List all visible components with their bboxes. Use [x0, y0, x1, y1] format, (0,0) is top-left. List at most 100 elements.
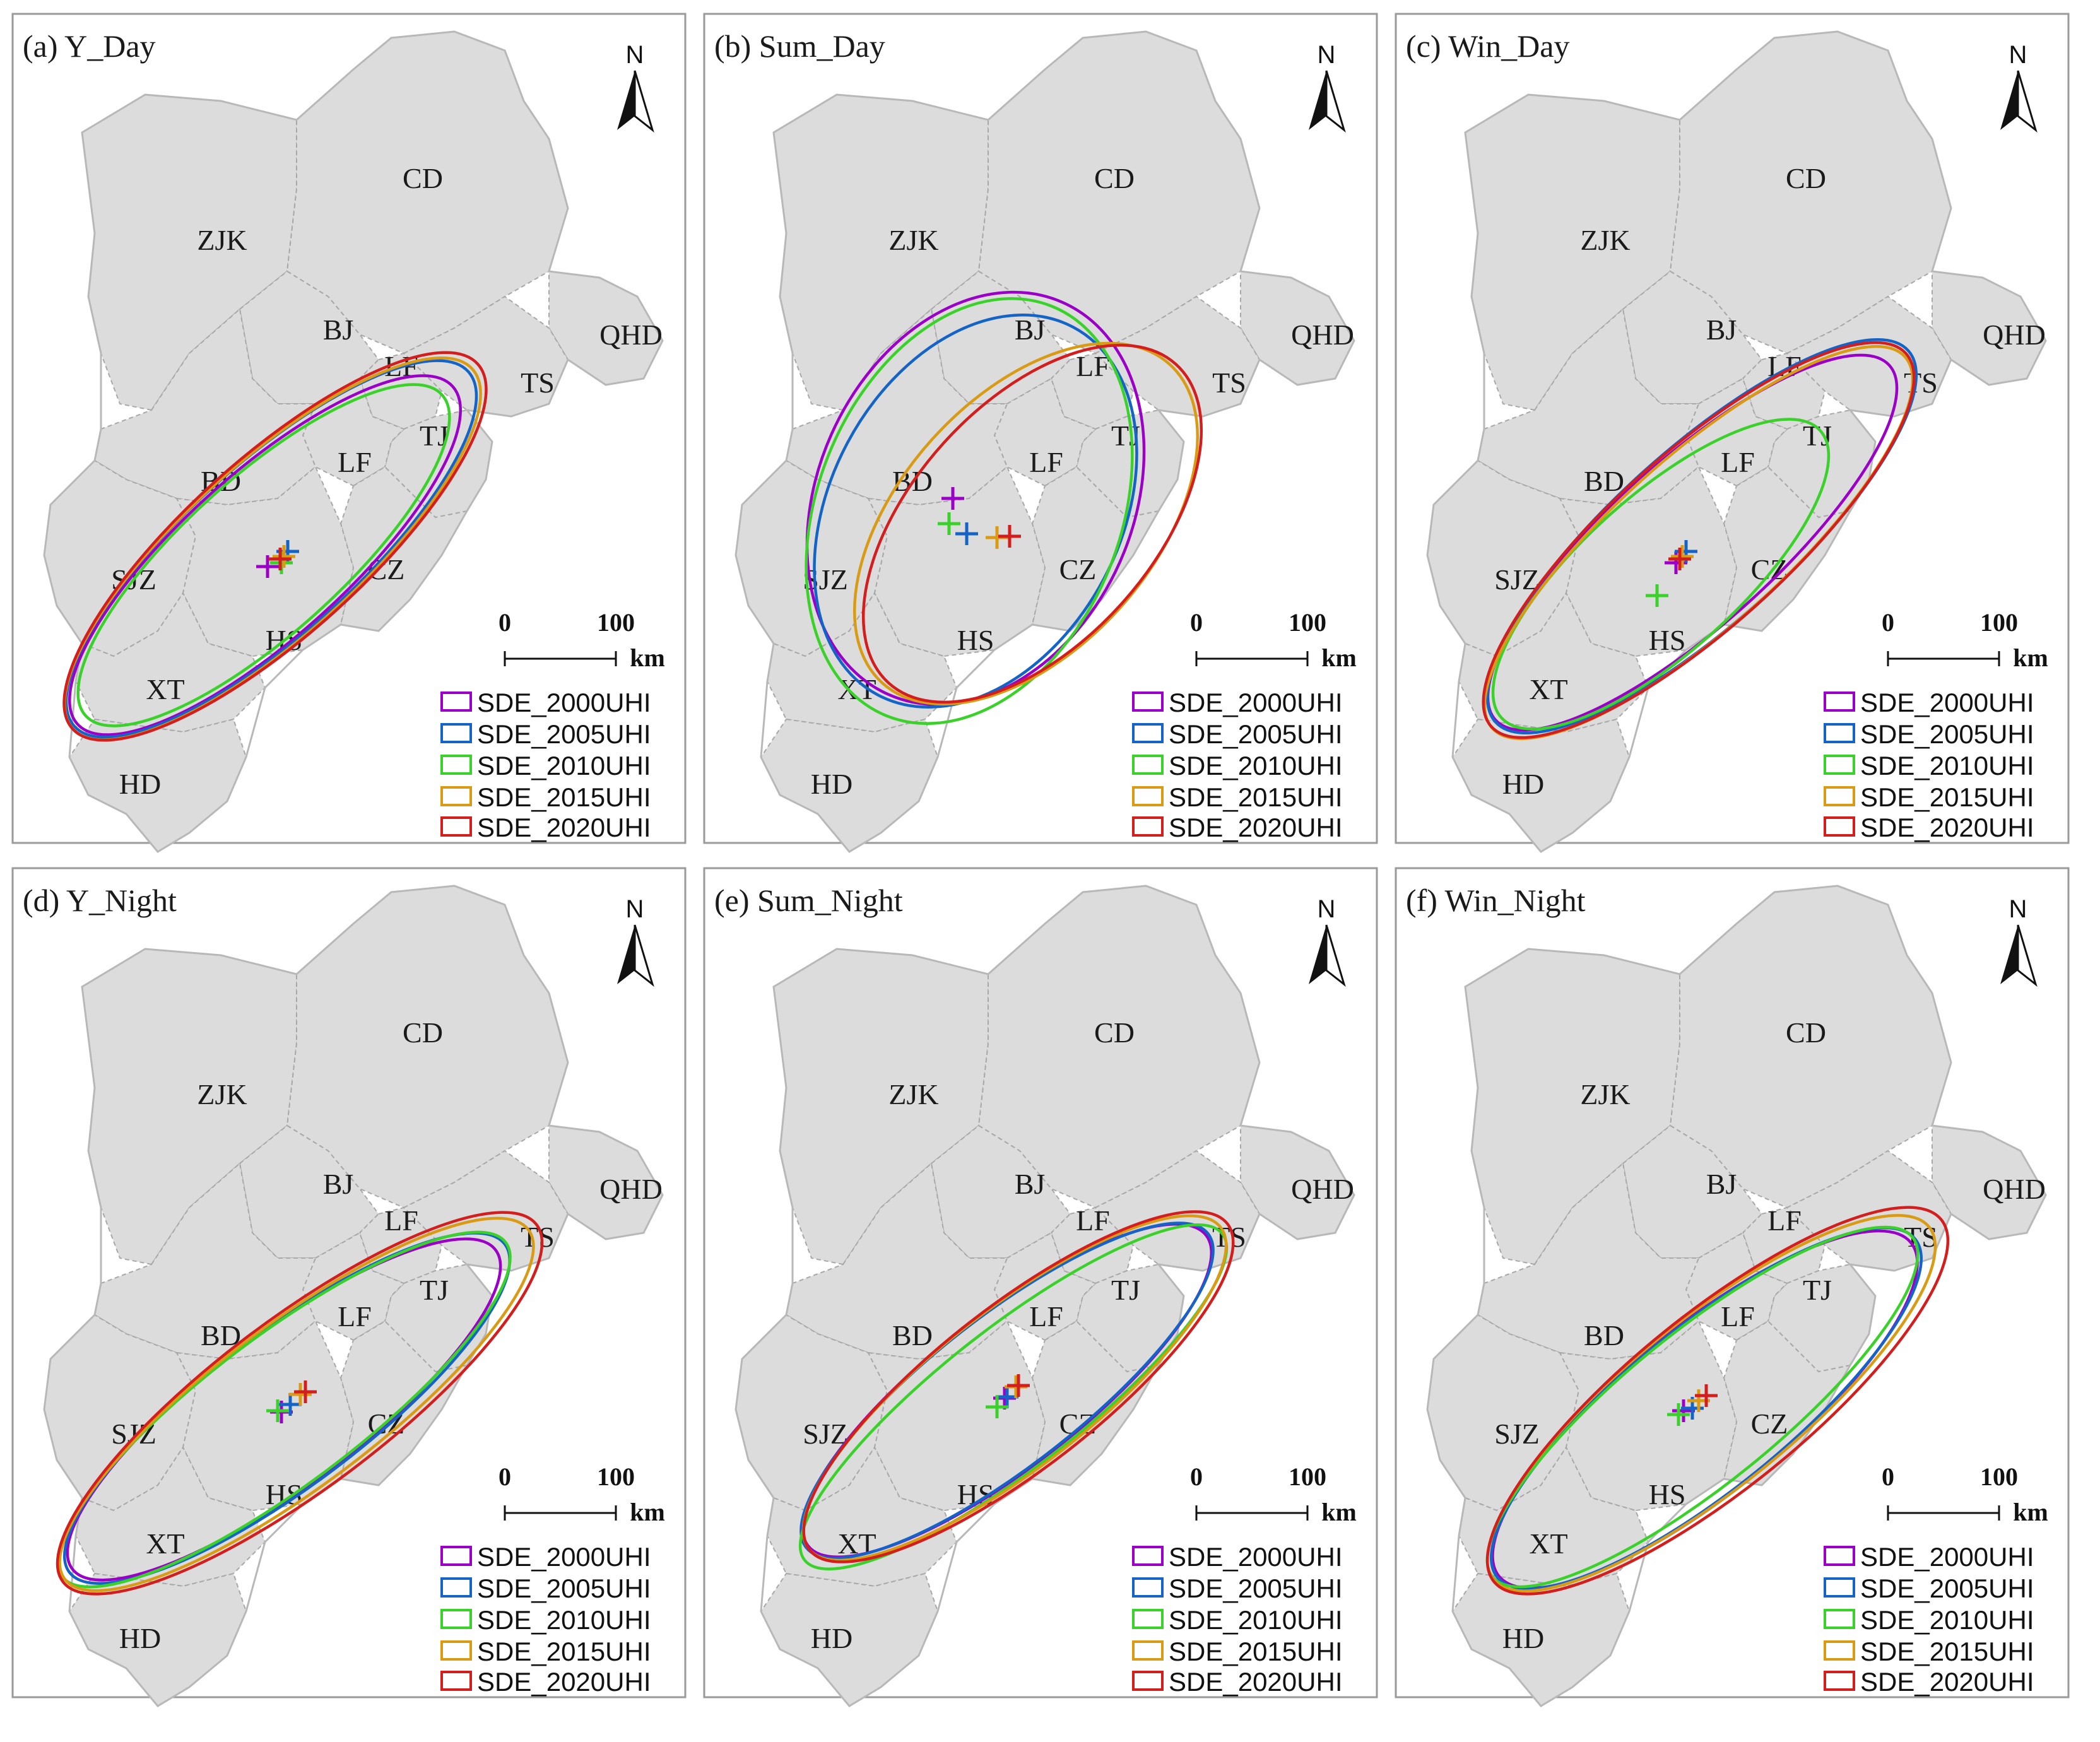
legend-item: SDE_2005UHI	[1132, 1574, 1342, 1603]
city-label-hd: HD	[1502, 768, 1544, 800]
sde-ellipse-sde-2010uhi	[798, 1223, 1229, 1570]
legend-label: SDE_2020UHI	[477, 813, 651, 842]
scale-end-label: 100	[597, 1462, 635, 1491]
north-arrow: N	[1309, 41, 1346, 133]
legend-label: SDE_2010UHI	[477, 751, 651, 780]
legend-item: SDE_2015UHI	[440, 782, 651, 812]
legend-label: SDE_2000UHI	[477, 688, 651, 717]
legend-swatch	[1132, 723, 1164, 743]
region-outline	[1426, 30, 2047, 853]
region-bj	[239, 1124, 380, 1259]
legend-swatch	[440, 1577, 472, 1598]
scale-bar: 0 100 km	[1882, 1462, 2048, 1526]
city-label-ts: TS	[521, 367, 555, 399]
region-bj	[239, 270, 380, 404]
north-label: N	[626, 895, 644, 923]
legend: SDE_2000UHISDE_2005UHISDE_2010UHISDE_201…	[1132, 1542, 1342, 1697]
mean-center-4	[998, 525, 1021, 548]
region-bd	[785, 1162, 1008, 1360]
legend-swatch	[440, 1609, 472, 1629]
mean-center-1	[279, 1393, 302, 1416]
panel-title: (f) Win_Night	[1406, 883, 1586, 918]
city-label-tj: TJ	[420, 1274, 449, 1306]
region-lf	[993, 377, 1097, 487]
city-label-cd: CD	[403, 162, 443, 194]
north-arrow: N	[1309, 895, 1346, 987]
scale-end-label: 100	[1289, 1462, 1326, 1491]
legend-swatch	[440, 786, 472, 806]
city-label-lf: LF	[1029, 446, 1063, 478]
mean-centers	[1646, 540, 1697, 607]
scale-unit-label: km	[2013, 1498, 2048, 1526]
scale-start-label: 0	[1882, 1462, 1894, 1491]
legend-swatch	[440, 1546, 472, 1566]
legend-label: SDE_2005UHI	[1169, 719, 1342, 749]
city-label-hd: HD	[811, 1622, 852, 1654]
scale-unit-label: km	[1321, 644, 1357, 672]
legend-label: SDE_2000UHI	[1860, 688, 2034, 717]
city-label-tj: TJ	[1803, 1274, 1832, 1306]
north-arrow-right-icon	[2017, 70, 2038, 133]
legend-item: SDE_2000UHI	[1132, 688, 1342, 717]
city-label-bd: BD	[892, 1319, 933, 1351]
city-label-lf-north: LF	[1767, 1204, 1802, 1237]
mean-centers	[266, 1380, 317, 1423]
mean-center-2	[938, 512, 960, 535]
mean-centers	[986, 1374, 1030, 1418]
north-arrow-right-icon	[634, 70, 654, 133]
scale-unit-label: km	[1321, 1498, 1357, 1526]
north-arrow-left-icon	[1309, 925, 1326, 984]
city-label-zjk: ZJK	[1580, 1078, 1630, 1110]
legend-item: SDE_2005UHI	[440, 1574, 651, 1603]
city-label-qhd: QHD	[1983, 319, 2046, 351]
legend-swatch	[1132, 816, 1164, 837]
sde-ellipse-sde-2015uhi	[58, 1216, 535, 1592]
scale-bar: 0 100 km	[498, 608, 665, 672]
city-label-bj: BJ	[1015, 1168, 1046, 1200]
city-label-qhd: QHD	[1291, 1173, 1354, 1205]
city-label-cd: CD	[1786, 1016, 1826, 1049]
region-bd	[1477, 1162, 1700, 1360]
city-label-zjk: ZJK	[888, 1078, 938, 1110]
scale-start-label: 0	[498, 608, 511, 637]
city-label-zjk: ZJK	[888, 224, 938, 256]
sde-ellipses	[798, 1210, 1235, 1570]
city-label-lf: LF	[338, 446, 372, 478]
mean-center-0	[256, 555, 279, 578]
city-label-xt: XT	[1529, 1527, 1567, 1560]
region-outline	[43, 30, 664, 853]
mean-center-4	[1668, 548, 1691, 570]
north-arrow: N	[617, 41, 654, 133]
city-label-bj: BJ	[1015, 314, 1046, 346]
north-arrow-right-icon	[1325, 70, 1346, 133]
legend-item: SDE_2005UHI	[1824, 719, 2034, 749]
sde-ellipse-sde-2020uhi	[62, 351, 488, 742]
legend-item: SDE_2010UHI	[1824, 1605, 2034, 1635]
sde-ellipse-sde-2020uhi	[56, 1211, 544, 1596]
scale-start-label: 0	[1190, 608, 1203, 637]
mean-center-2	[1667, 1403, 1690, 1426]
sde-ellipse-sde-2000uhi	[805, 290, 1146, 707]
legend-item: SDE_2005UHI	[440, 719, 651, 749]
city-label-lf: LF	[1029, 1300, 1063, 1333]
mean-center-4	[294, 1380, 317, 1403]
sde-ellipses	[805, 290, 1203, 725]
legend-swatch	[1824, 1640, 1855, 1661]
sde-ellipses	[62, 351, 488, 742]
north-arrow-left-icon	[617, 925, 635, 984]
mean-centers	[256, 540, 299, 578]
city-label-hs: HS	[957, 624, 994, 656]
north-arrow: N	[2000, 895, 2038, 987]
city-label-hd: HD	[1502, 1622, 1544, 1654]
city-label-ts: TS	[1904, 367, 1938, 399]
panel-grid: (a) Y_Day N ZJK CD BJ QHD LF TS TJ LF BD SJZ CZ HS XT H…	[11, 13, 2070, 1707]
north-label: N	[626, 41, 644, 69]
scale-unit-label: km	[630, 644, 665, 672]
